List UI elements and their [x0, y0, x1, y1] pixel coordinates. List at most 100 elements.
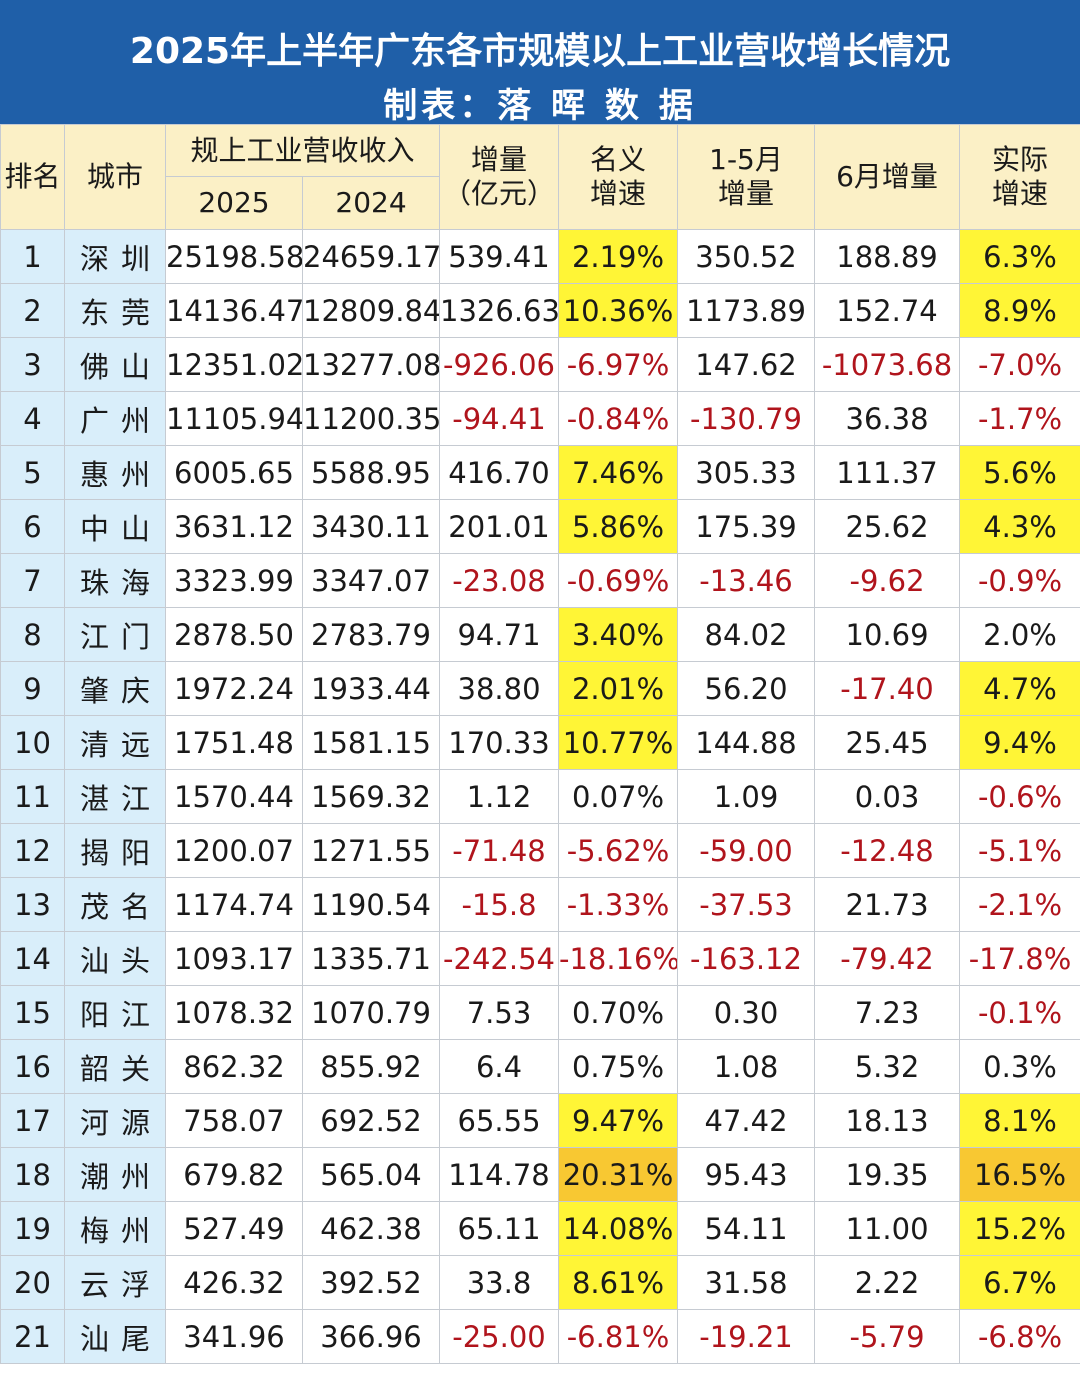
cell-rank: 17 — [0, 1093, 65, 1148]
table-row: 17 河源 758.07 692.52 65.55 9.47% 47.42 18.13 8.1% — [0, 1093, 1080, 1148]
cell-increase: -25.00 — [439, 1309, 560, 1364]
cell-real-growth: -0.6% — [959, 769, 1080, 824]
cell-janmay-increase: -163.12 — [677, 931, 816, 986]
cell-janmay-increase: -59.00 — [677, 823, 816, 878]
cell-janmay-increase: -19.21 — [677, 1309, 816, 1364]
table-row: 6 中山 3631.12 3430.11 201.01 5.86% 175.39 25.62 4… — [0, 499, 1080, 554]
header-janmay-increase: 1-5月 增量 — [677, 124, 816, 230]
cell-city: 揭阳 — [64, 823, 166, 878]
table-row: 15 阳江 1078.32 1070.79 7.53 0.70% 0.30 7.23 -0.1% — [0, 985, 1080, 1040]
cell-city: 珠海 — [64, 553, 166, 608]
cell-rank: 6 — [0, 499, 65, 554]
cell-june-increase: 10.69 — [814, 607, 961, 662]
header-nominal-line1: 名义 — [590, 143, 647, 177]
header-nominal-line2: 增速 — [590, 177, 647, 210]
table-row: 1 深圳 25198.58 24659.17 539.41 2.19% 350.52 188.… — [0, 229, 1080, 284]
cell-rank: 19 — [0, 1201, 65, 1256]
cell-janmay-increase: 147.62 — [677, 337, 816, 392]
cell-real-growth: 2.0% — [959, 607, 1080, 662]
cell-real-growth: 6.7% — [959, 1255, 1080, 1310]
cell-june-increase: 111.37 — [814, 445, 961, 500]
cell-revenue-2024: 462.38 — [301, 1201, 441, 1256]
cell-janmay-increase: 175.39 — [677, 499, 816, 554]
cell-revenue-2024: 12809.84 — [301, 283, 441, 338]
cell-janmay-increase: 1.08 — [677, 1039, 816, 1094]
cell-city: 湛江 — [64, 769, 166, 824]
cell-increase: -926.06 — [439, 337, 560, 392]
cell-city: 江门 — [64, 607, 166, 662]
cell-revenue-2024: 1271.55 — [301, 823, 441, 878]
table-row: 21 汕尾 341.96 366.96 -25.00 -6.81% -19.21 -5.79-… — [0, 1309, 1080, 1364]
cell-real-growth: 8.1% — [959, 1093, 1080, 1148]
cell-janmay-increase: -13.46 — [677, 553, 816, 608]
cell-city: 中山 — [64, 499, 166, 554]
cell-june-increase: -79.42 — [814, 931, 961, 986]
cell-revenue-2025: 25198.58 — [165, 229, 303, 284]
cell-revenue-2024: 392.52 — [301, 1255, 441, 1310]
cell-city: 云浮 — [64, 1255, 166, 1310]
cell-revenue-2025: 679.82 — [165, 1147, 303, 1202]
cell-revenue-2024: 1933.44 — [301, 661, 441, 716]
cell-city: 佛山 — [64, 337, 166, 392]
header-increase-line2: （亿元） — [443, 177, 556, 210]
cell-revenue-2025: 1093.17 — [165, 931, 303, 986]
cell-nominal-growth: -6.97% — [558, 337, 679, 392]
cell-increase: 1.12 — [439, 769, 560, 824]
cell-june-increase: 5.32 — [814, 1039, 961, 1094]
cell-janmay-increase: 350.52 — [677, 229, 816, 284]
cell-real-growth: 6.3% — [959, 229, 1080, 284]
cell-increase: -242.54 — [439, 931, 560, 986]
header-june-increase: 6月增量 — [814, 124, 961, 230]
cell-rank: 5 — [0, 445, 65, 500]
table-row: 12 揭阳 1200.07 1271.55 -71.48 -5.62% -59.00 -12.… — [0, 823, 1080, 878]
cell-june-increase: 36.38 — [814, 391, 961, 446]
cell-revenue-2025: 1972.24 — [165, 661, 303, 716]
cell-june-increase: 11.00 — [814, 1201, 961, 1256]
cell-revenue-2024: 692.52 — [301, 1093, 441, 1148]
cell-city: 清远 — [64, 715, 166, 770]
cell-nominal-growth: 5.86% — [558, 499, 679, 554]
cell-nominal-growth: -0.84% — [558, 391, 679, 446]
cell-increase: 65.11 — [439, 1201, 560, 1256]
cell-revenue-2024: 1335.71 — [301, 931, 441, 986]
cell-june-increase: 7.23 — [814, 985, 961, 1040]
cell-real-growth: -0.1% — [959, 985, 1080, 1040]
cell-increase: 201.01 — [439, 499, 560, 554]
cell-revenue-2025: 527.49 — [165, 1201, 303, 1256]
cell-nominal-growth: -18.16% — [558, 931, 679, 986]
cell-june-increase: 2.22 — [814, 1255, 961, 1310]
table-row: 20 云浮 426.32 392.52 33.8 8.61% 31.58 2.22 6.7% — [0, 1255, 1080, 1310]
cell-rank: 13 — [0, 877, 65, 932]
table-row: 3 佛山 12351.02 13277.08 -926.06 -6.97% 147.62 -1… — [0, 337, 1080, 392]
header-nominal-growth: 名义 增速 — [558, 124, 679, 230]
cell-revenue-2024: 565.04 — [301, 1147, 441, 1202]
cell-rank: 18 — [0, 1147, 65, 1202]
cell-rank: 2 — [0, 283, 65, 338]
cell-city: 肇庆 — [64, 661, 166, 716]
cell-revenue-2024: 24659.17 — [301, 229, 441, 284]
cell-janmay-increase: 1.09 — [677, 769, 816, 824]
table-body: 1 深圳 25198.58 24659.17 539.41 2.19% 350.52 188.… — [0, 229, 1080, 1364]
title-banner: 2025年上半年广东各市规模以上工业营收增长情况 制表：落 晖 数 据 — [0, 0, 1080, 126]
cell-city: 茂名 — [64, 877, 166, 932]
table-row: 18 潮州 679.82 565.04 114.78 20.31% 95.43 19.35 16… — [0, 1147, 1080, 1202]
data-table: 排名 城市 规上工业营收收入 增量 （亿元） 名义 增速 1-5月 增量 6月增… — [0, 124, 1080, 1364]
cell-janmay-increase: 1173.89 — [677, 283, 816, 338]
cell-nominal-growth: -5.62% — [558, 823, 679, 878]
cell-revenue-2025: 862.32 — [165, 1039, 303, 1094]
cell-revenue-2024: 3347.07 — [301, 553, 441, 608]
cell-revenue-2025: 1570.44 — [165, 769, 303, 824]
cell-rank: 3 — [0, 337, 65, 392]
cell-june-increase: 25.45 — [814, 715, 961, 770]
cell-rank: 16 — [0, 1039, 65, 1094]
cell-city: 河源 — [64, 1093, 166, 1148]
cell-real-growth: 0.3% — [959, 1039, 1080, 1094]
header-year-2024: 2024 — [301, 176, 441, 230]
cell-nominal-growth: 8.61% — [558, 1255, 679, 1310]
cell-nominal-growth: 0.07% — [558, 769, 679, 824]
cell-nominal-growth: -6.81% — [558, 1309, 679, 1364]
cell-nominal-growth: 0.70% — [558, 985, 679, 1040]
table-row: 11 湛江 1570.44 1569.32 1.12 0.07% 1.09 0.03 -0.6% — [0, 769, 1080, 824]
cell-increase: 6.4 — [439, 1039, 560, 1094]
cell-increase: 38.80 — [439, 661, 560, 716]
